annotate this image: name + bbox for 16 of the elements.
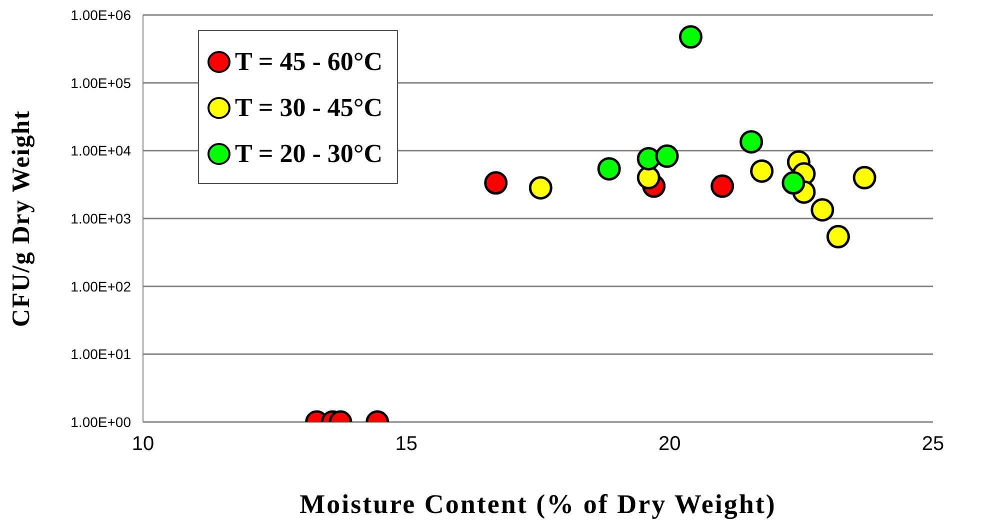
x-tick-label: 15 xyxy=(395,433,418,456)
y-tick-label: 1.00E+03 xyxy=(70,210,132,226)
y-tick-label: 1.00E+05 xyxy=(70,74,132,91)
legend-label: T = 20 - 30°C xyxy=(235,139,383,169)
y-tick-label: 1.00E+02 xyxy=(70,278,132,294)
x-tick-label: 20 xyxy=(658,433,681,456)
y-tick-label: 1.00E+04 xyxy=(70,142,132,159)
y-tick-label: 1.00E+01 xyxy=(70,346,132,362)
legend-label: T = 45 - 60°C xyxy=(235,47,383,77)
x-tick-label: 25 xyxy=(922,433,944,456)
y-tick-label: 1.00E+00 xyxy=(70,414,132,430)
x-axis-title: Moisture Content (% of Dry Weight) xyxy=(300,489,776,519)
x-tick-label: 10 xyxy=(132,433,154,456)
legend-label: T = 30 - 45°C xyxy=(235,93,383,123)
y-tick-label: 1.00E+06 xyxy=(70,6,132,23)
y-axis-title: CFU/g Dry Weight xyxy=(8,110,35,327)
